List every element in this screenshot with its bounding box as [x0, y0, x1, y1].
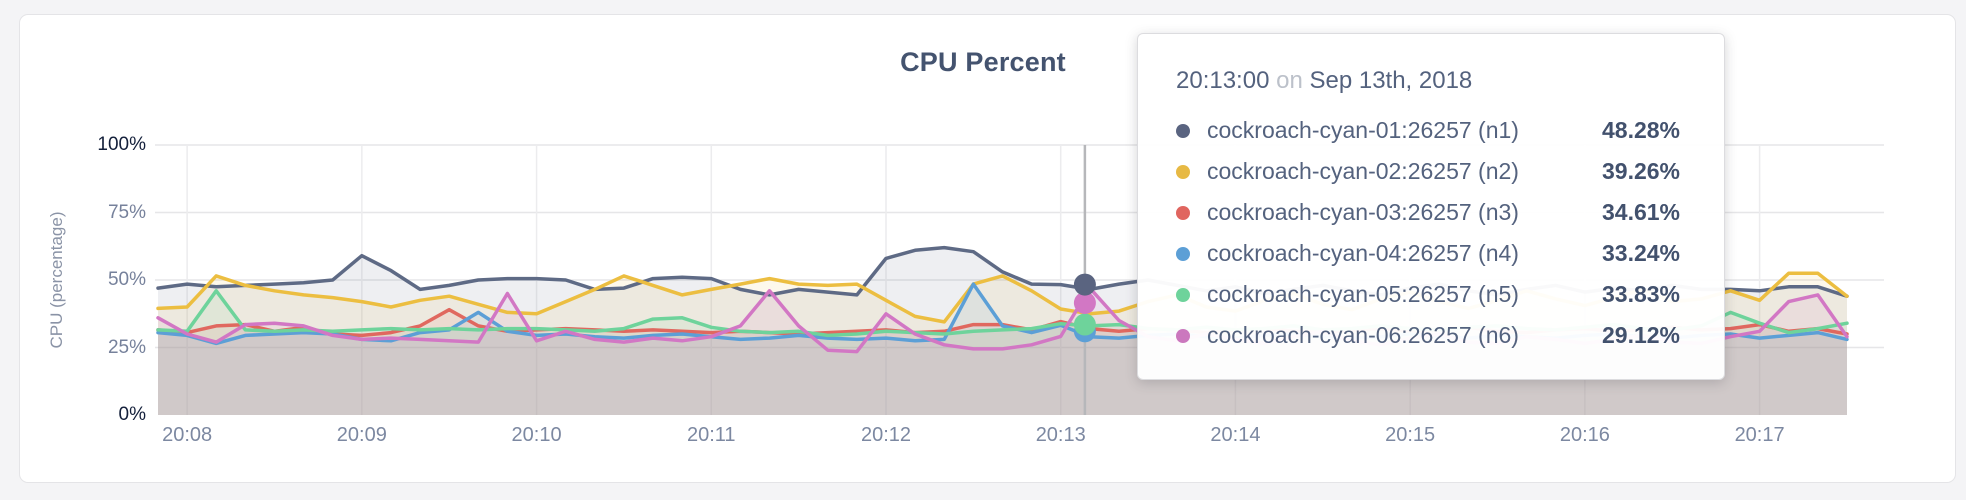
tooltip-series-value: 29.12%: [1601, 322, 1680, 348]
x-tick-label: 20:16: [1559, 424, 1610, 446]
chart-tooltip: 20:13:00 on Sep 13th, 2018 cockroach-cya…: [1137, 33, 1725, 380]
x-tick-label: 20:10: [511, 424, 562, 446]
series-color-dot-icon: [1176, 205, 1190, 220]
x-tick-label: 20:11: [686, 424, 736, 446]
tooltip-series-value: 33.83%: [1601, 281, 1680, 307]
tooltip-series-value: 34.61%: [1601, 199, 1680, 225]
tooltip-row: cockroach-cyan-03:26257 (n3) 34.61%: [1176, 192, 1680, 233]
hover-dot: [1073, 291, 1096, 314]
hover-dot: [1073, 313, 1096, 336]
series-color-dot-icon: [1176, 328, 1190, 343]
x-tick-label: 20:15: [1385, 424, 1436, 446]
tooltip-row: cockroach-cyan-06:26257 (n6) 29.12%: [1176, 315, 1680, 356]
tooltip-time: 20:13:00: [1176, 67, 1270, 94]
tooltip-date: Sep 13th, 2018: [1309, 67, 1473, 94]
tooltip-series-label: cockroach-cyan-06:26257 (n6): [1207, 322, 1519, 348]
tooltip-connector: on: [1276, 67, 1303, 94]
tooltip-series-value: 48.28%: [1601, 117, 1680, 143]
tooltip-row: cockroach-cyan-02:26257 (n2) 39.26%: [1176, 151, 1680, 192]
tooltip-row: cockroach-cyan-01:26257 (n1) 48.28%: [1176, 110, 1680, 151]
x-tick-label: 20:08: [162, 424, 213, 446]
tooltip-series-label: cockroach-cyan-05:26257 (n5): [1207, 281, 1519, 307]
tooltip-row: cockroach-cyan-04:26257 (n4) 33.24%: [1176, 233, 1680, 274]
tooltip-row: cockroach-cyan-05:26257 (n5) 33.83%: [1176, 274, 1680, 315]
y-tick-label: 0%: [118, 404, 146, 425]
series-color-dot-icon: [1176, 246, 1190, 261]
y-tick-label: 75%: [107, 201, 146, 223]
series-color-dot-icon: [1176, 287, 1190, 302]
tooltip-series-label: cockroach-cyan-01:26257 (n1): [1207, 117, 1519, 143]
series-area: [158, 290, 1847, 415]
series-area: [158, 288, 1847, 415]
tooltip-series-label: cockroach-cyan-04:26257 (n4): [1207, 240, 1519, 266]
hover-dot: [1073, 273, 1096, 296]
tooltip-series-value: 33.24%: [1601, 240, 1680, 266]
y-tick-label: 50%: [107, 269, 146, 290]
tooltip-series-label: cockroach-cyan-02:26257 (n2): [1207, 158, 1519, 184]
chart-title: CPU Percent: [900, 47, 1066, 77]
y-tick-label: 25%: [107, 336, 146, 358]
tooltip-series-label: cockroach-cyan-03:26257 (n3): [1207, 199, 1519, 225]
y-tick-label: 100%: [97, 134, 146, 155]
tooltip-timestamp: 20:13:00 on Sep 13th, 2018: [1176, 64, 1680, 98]
x-tick-label: 20:14: [1210, 424, 1261, 446]
tooltip-series-list: cockroach-cyan-01:26257 (n1) 48.28% cockro…: [1176, 110, 1680, 356]
tooltip-series-value: 39.26%: [1601, 158, 1680, 184]
x-tick-label: 20:12: [860, 424, 912, 446]
x-tick-label: 20:17: [1734, 424, 1785, 446]
series-color-dot-icon: [1176, 164, 1190, 179]
series-color-dot-icon: [1176, 123, 1190, 138]
x-tick-label: 20:09: [336, 424, 387, 446]
x-tick-label: 20:13: [1035, 424, 1086, 446]
